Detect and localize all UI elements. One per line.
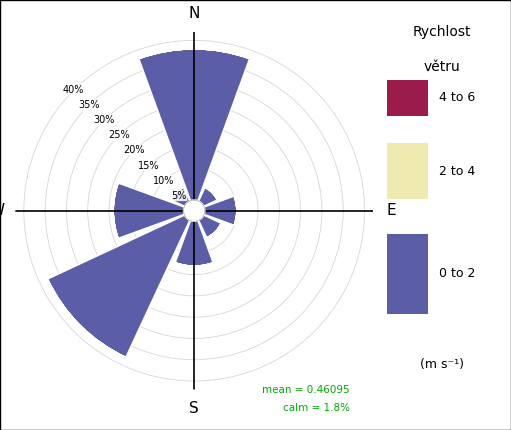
- Text: 0 to 2: 0 to 2: [439, 267, 476, 280]
- Text: 15%: 15%: [138, 160, 160, 171]
- FancyBboxPatch shape: [387, 80, 428, 116]
- Text: 4 to 6: 4 to 6: [439, 92, 476, 104]
- Text: 30%: 30%: [93, 115, 114, 126]
- Bar: [194, 196, 237, 225]
- Text: calm = 1.8%: calm = 1.8%: [283, 402, 350, 413]
- Text: 2 to 4: 2 to 4: [439, 165, 476, 178]
- Bar: [113, 183, 194, 238]
- Text: 20%: 20%: [123, 145, 145, 156]
- Polygon shape: [183, 200, 205, 221]
- FancyBboxPatch shape: [387, 234, 428, 313]
- Text: mean = 0.46095: mean = 0.46095: [263, 385, 350, 396]
- Bar: [48, 211, 194, 357]
- FancyBboxPatch shape: [387, 144, 428, 199]
- Text: větru: větru: [424, 60, 460, 74]
- Bar: [171, 187, 194, 211]
- Text: (m s⁻¹): (m s⁻¹): [420, 359, 464, 372]
- Bar: [175, 211, 213, 266]
- Text: 35%: 35%: [78, 100, 100, 111]
- Text: Rychlost: Rychlost: [413, 25, 471, 39]
- Text: 10%: 10%: [153, 175, 175, 186]
- Bar: [139, 49, 249, 211]
- Bar: [194, 211, 221, 238]
- Bar: [194, 187, 217, 211]
- Text: 25%: 25%: [108, 130, 130, 141]
- Text: 40%: 40%: [63, 85, 84, 95]
- Text: 5%: 5%: [171, 190, 187, 201]
